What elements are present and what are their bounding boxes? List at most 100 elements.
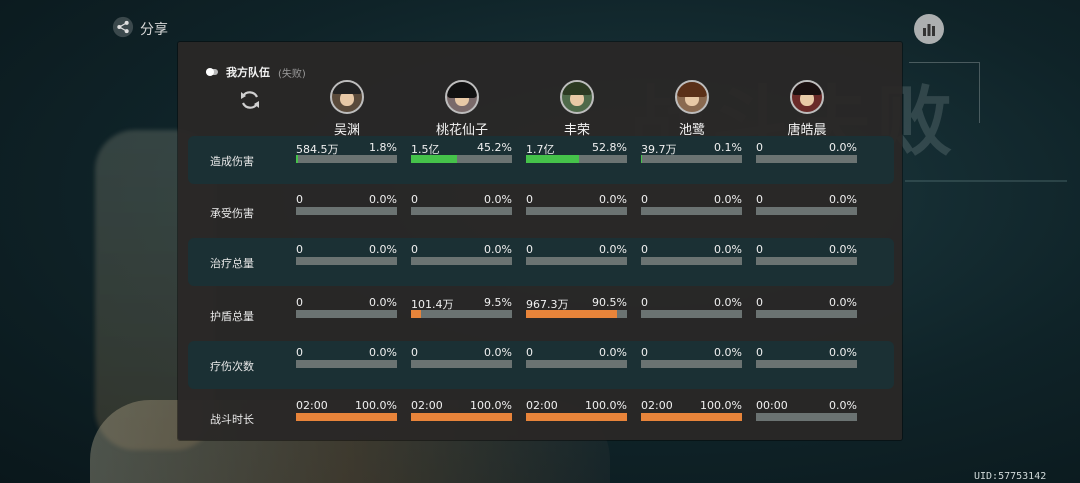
stat-percent: 100.0% xyxy=(470,399,512,412)
stat-bar xyxy=(296,360,397,368)
stat-value: 0 xyxy=(296,346,303,359)
refresh-icon[interactable] xyxy=(238,89,262,111)
stat-value: 1.7亿 xyxy=(526,143,555,156)
stat-value: 00:00 xyxy=(756,399,788,412)
stat-bar xyxy=(641,155,742,163)
stat-percent: 0.0% xyxy=(714,193,742,206)
stat-bar xyxy=(411,413,512,421)
stat-percent: 100.0% xyxy=(700,399,742,412)
stat-bar-fill xyxy=(296,413,397,421)
stat-percent: 0.0% xyxy=(369,243,397,256)
stat-bar-fill xyxy=(526,310,618,318)
stat-value: 0 xyxy=(411,243,418,256)
hero-name: 池鹭 xyxy=(678,123,705,138)
stat-value: 0 xyxy=(411,193,418,206)
background-divider xyxy=(905,180,1067,182)
stat-percent: 0.0% xyxy=(829,399,857,412)
background-corner-frame xyxy=(909,62,980,123)
stat-bar xyxy=(296,257,397,265)
stat-value: 584.5万 xyxy=(296,143,339,156)
hero-column-4[interactable]: 池鹭 xyxy=(647,80,737,138)
stat-label: 疗伤次数 xyxy=(210,360,254,373)
hero-column-3[interactable]: 丰荣 xyxy=(532,80,622,138)
stat-bar xyxy=(296,155,397,163)
stat-label: 造成伤害 xyxy=(210,155,254,168)
team-toggle[interactable] xyxy=(206,68,218,76)
stat-bar xyxy=(756,310,857,318)
stat-percent: 52.8% xyxy=(592,141,627,154)
stat-value: 0 xyxy=(756,243,763,256)
stat-percent: 0.0% xyxy=(599,193,627,206)
stat-bar xyxy=(411,310,512,318)
stat-percent: 0.0% xyxy=(369,346,397,359)
stat-bar xyxy=(641,360,742,368)
stat-value: 967.3万 xyxy=(526,298,569,311)
stat-bar xyxy=(526,207,627,215)
stat-bar-fill xyxy=(296,155,298,163)
stat-bar xyxy=(411,207,512,215)
team-header: 我方队伍 (失败) xyxy=(206,64,306,80)
stat-bar xyxy=(756,257,857,265)
bar-chart-icon xyxy=(923,24,935,36)
team-name: 我方队伍 xyxy=(226,66,270,79)
hero-avatar xyxy=(675,80,709,114)
stat-percent: 0.0% xyxy=(829,296,857,309)
stat-row-battle-duration: 战斗时长 02:00 100.0% 02:00 100.0% 02:00 100.0%… xyxy=(188,394,894,442)
stat-percent: 90.5% xyxy=(592,296,627,309)
stat-percent: 0.0% xyxy=(714,243,742,256)
hero-column-2[interactable]: 桃花仙子 xyxy=(417,80,507,138)
stat-bar-fill xyxy=(641,413,742,421)
stat-percent: 0.0% xyxy=(829,141,857,154)
stat-percent: 0.0% xyxy=(484,243,512,256)
stat-row-heal-count: 疗伤次数 0 0.0% 0 0.0% 0 0.0% 0 0.0% 0 0.0% xyxy=(188,341,894,389)
stat-value: 0 xyxy=(411,346,418,359)
stat-value: 0 xyxy=(756,141,763,154)
stat-percent: 0.0% xyxy=(484,193,512,206)
stat-percent: 0.0% xyxy=(369,296,397,309)
stat-bar-fill xyxy=(411,310,421,318)
stat-label: 护盾总量 xyxy=(210,310,254,323)
stat-bar xyxy=(411,155,512,163)
stat-bar-fill xyxy=(526,155,580,163)
stat-bar xyxy=(296,413,397,421)
hero-avatar xyxy=(790,80,824,114)
stat-bar xyxy=(526,310,627,318)
stat-bar xyxy=(526,360,627,368)
stat-row-damage-dealt: 造成伤害 584.5万 1.8% 1.5亿 45.2% 1.7亿 52.8% 39.7… xyxy=(188,136,894,184)
hero-avatar xyxy=(330,80,364,114)
stat-label: 战斗时长 xyxy=(210,413,254,426)
stat-percent: 100.0% xyxy=(585,399,627,412)
stat-percent: 9.5% xyxy=(484,296,512,309)
share-icon xyxy=(112,16,134,42)
stat-percent: 100.0% xyxy=(355,399,397,412)
stat-bar xyxy=(296,310,397,318)
stat-bar xyxy=(756,360,857,368)
statistics-button[interactable] xyxy=(914,14,944,44)
stat-bar-fill xyxy=(411,155,457,163)
stat-percent: 1.8% xyxy=(369,141,397,154)
team-result: (失败) xyxy=(278,68,306,80)
stat-percent: 0.0% xyxy=(829,243,857,256)
stat-bar xyxy=(641,310,742,318)
stat-value: 0 xyxy=(756,346,763,359)
share-button[interactable]: 分享 xyxy=(112,16,168,42)
stat-row-shield-total: 护盾总量 0 0.0% 101.4万 9.5% 967.3万 90.5% 0 0.0% … xyxy=(188,291,894,339)
stat-bar xyxy=(756,413,857,421)
hero-name: 桃花仙子 xyxy=(435,123,488,138)
stat-percent: 0.0% xyxy=(829,346,857,359)
stat-percent: 0.1% xyxy=(714,141,742,154)
stat-label: 治疗总量 xyxy=(210,257,254,270)
stat-value: 101.4万 xyxy=(411,298,454,311)
stat-value: 02:00 xyxy=(526,399,558,412)
stat-value: 0 xyxy=(641,193,648,206)
stat-bar xyxy=(641,257,742,265)
stat-bar xyxy=(526,155,627,163)
hero-column-5[interactable]: 唐皓晨 xyxy=(762,80,852,138)
stat-bar xyxy=(296,207,397,215)
stat-value: 0 xyxy=(296,296,303,309)
stat-label: 承受伤害 xyxy=(210,207,254,220)
stat-value: 0 xyxy=(296,193,303,206)
stat-value: 0 xyxy=(526,243,533,256)
hero-column-1[interactable]: 吴渊 xyxy=(302,80,392,138)
stat-percent: 0.0% xyxy=(714,346,742,359)
